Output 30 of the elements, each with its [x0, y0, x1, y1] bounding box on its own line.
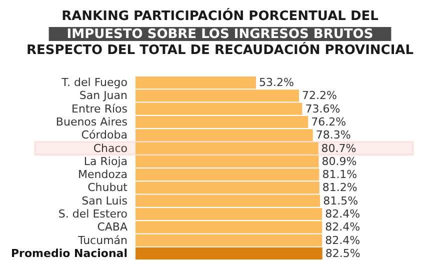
data-label: 81.1%	[322, 168, 358, 182]
data-label: 80.7%	[321, 142, 356, 155]
y-tick-label: Mendoza	[78, 168, 128, 182]
y-tick-label: Tucumán	[77, 234, 128, 247]
y-tick-label: Córdoba	[81, 128, 128, 142]
y-tick-label: Entre Ríos	[72, 102, 128, 116]
data-label: 76.2%	[311, 116, 346, 128]
y-tick-label: San Juan	[79, 89, 128, 102]
data-label: 78.3%	[316, 128, 351, 142]
y-tick-label: Chubut	[88, 181, 128, 194]
data-label: 53.2%	[258, 76, 294, 90]
data-label: 81.5%	[323, 194, 358, 208]
data-label: 80.9%	[322, 154, 357, 168]
data-label: 81.2%	[322, 181, 358, 194]
data-label: 72.2%	[302, 89, 337, 102]
data-label: 82.5%	[325, 246, 360, 260]
data-label: 82.4%	[325, 234, 360, 247]
y-tick-label: Promedio Nacional	[11, 246, 128, 260]
y-tick-label: San Luis	[82, 194, 128, 208]
y-tick-label: T. del Fuego	[60, 76, 128, 90]
y-tick-label: CABA	[97, 220, 128, 234]
y-tick-label: S. del Estero	[58, 208, 128, 220]
data-label: 82.4%	[325, 220, 360, 234]
y-tick-label: La Rioja	[84, 154, 128, 168]
y-tick-label: Buenos Aires	[56, 116, 128, 128]
data-label: 73.6%	[305, 102, 340, 116]
data-label: 82.4%	[325, 208, 360, 220]
chart-title: RANKING PARTICIPACIÓN PORCENTUAL DEL IMPUESTO SOBRE LOS INGRESOS BRUTOS RESPECTO DEL TOTAL DE RECAUDACIÓN PROVINCIAL	[26, 7, 414, 58]
y-tick-label: Chaco	[93, 142, 128, 155]
bar	[136, 247, 322, 260]
